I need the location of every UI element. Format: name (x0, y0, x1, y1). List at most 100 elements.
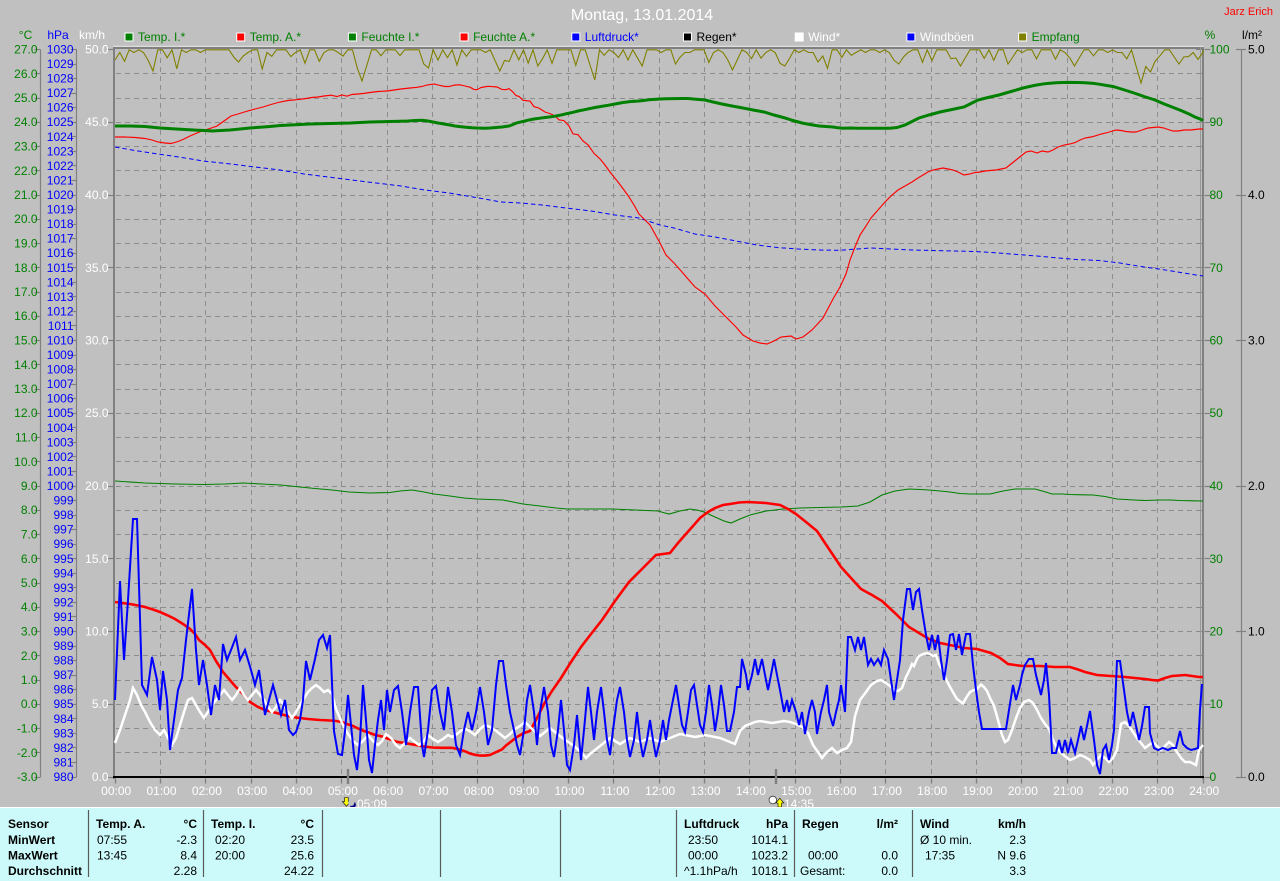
svg-text:Temp. I.: Temp. I. (211, 817, 255, 831)
svg-text:4.0: 4.0 (21, 600, 38, 614)
svg-text:00:00: 00:00 (688, 849, 718, 863)
svg-text:06:00: 06:00 (373, 784, 403, 798)
svg-text:1007: 1007 (47, 377, 74, 391)
svg-text:Empfang: Empfang (1032, 30, 1080, 44)
svg-text:988: 988 (53, 654, 73, 668)
svg-text:26.0: 26.0 (14, 67, 38, 81)
svg-text:981: 981 (53, 756, 73, 770)
svg-text:1017: 1017 (47, 232, 74, 246)
svg-text:0: 0 (1210, 770, 1217, 784)
svg-text:Luftdruck*: Luftdruck* (585, 30, 639, 44)
svg-text:1009: 1009 (47, 348, 74, 362)
svg-text:hPa: hPa (766, 817, 788, 831)
svg-text:21:00: 21:00 (1053, 784, 1083, 798)
svg-text:1016: 1016 (47, 246, 74, 260)
svg-text:08:00: 08:00 (464, 784, 494, 798)
svg-text:25.6: 25.6 (291, 849, 315, 863)
svg-text:980: 980 (53, 770, 73, 784)
svg-text:Temp. A.: Temp. A. (96, 817, 145, 831)
svg-text:18:00: 18:00 (917, 784, 947, 798)
svg-text:998: 998 (53, 508, 73, 522)
svg-text:13:45: 13:45 (97, 849, 127, 863)
svg-text:15:00: 15:00 (781, 784, 811, 798)
svg-text:1002: 1002 (47, 450, 74, 464)
svg-text:01:00: 01:00 (146, 784, 176, 798)
svg-text:13.0: 13.0 (14, 382, 38, 396)
svg-text:90: 90 (1210, 115, 1224, 129)
svg-text:1018: 1018 (47, 217, 74, 231)
svg-text:0.0: 0.0 (881, 864, 898, 878)
svg-text:1021: 1021 (47, 174, 74, 188)
svg-text:999: 999 (53, 494, 73, 508)
svg-text:%: % (1205, 28, 1216, 42)
svg-text:00:00: 00:00 (808, 849, 838, 863)
svg-text:25.0: 25.0 (85, 406, 109, 420)
svg-text:1005: 1005 (47, 406, 74, 420)
svg-text:Temp. A.*: Temp. A.* (250, 30, 302, 44)
svg-text:40: 40 (1210, 479, 1224, 493)
svg-text:997: 997 (53, 523, 73, 537)
svg-text:3.3: 3.3 (1009, 864, 1026, 878)
svg-text:02:00: 02:00 (192, 784, 222, 798)
svg-text:10:00: 10:00 (554, 784, 584, 798)
svg-text:10.0: 10.0 (14, 455, 38, 469)
svg-text:1.0: 1.0 (21, 673, 38, 687)
svg-text:Sensor: Sensor (8, 817, 49, 831)
svg-text:Regen*: Regen* (697, 30, 737, 44)
svg-text:Wind*: Wind* (808, 30, 840, 44)
svg-text:16.0: 16.0 (14, 309, 38, 323)
svg-text:5.0: 5.0 (21, 576, 38, 590)
svg-text:Jarz Erich: Jarz Erich (1224, 6, 1273, 18)
svg-text:1030: 1030 (47, 43, 74, 57)
svg-text:Regen: Regen (802, 817, 839, 831)
svg-text:°C: °C (301, 817, 315, 831)
svg-text:05:00: 05:00 (328, 784, 358, 798)
svg-text:22.0: 22.0 (14, 164, 38, 178)
svg-text:24.22: 24.22 (284, 864, 314, 878)
svg-text:7.0: 7.0 (21, 528, 38, 542)
svg-text:6.0: 6.0 (21, 552, 38, 566)
svg-text:995: 995 (53, 552, 73, 566)
svg-text:5.0: 5.0 (1248, 43, 1265, 57)
svg-text:30: 30 (1210, 552, 1224, 566)
svg-text:1019: 1019 (47, 203, 74, 217)
svg-text:hPa: hPa (47, 28, 69, 42)
svg-text:2.0: 2.0 (1248, 479, 1265, 493)
svg-text:°C: °C (184, 817, 198, 831)
svg-text:-1.0: -1.0 (17, 722, 38, 736)
svg-text:23.5: 23.5 (291, 833, 315, 847)
svg-text:12.0: 12.0 (14, 406, 38, 420)
svg-text:1026: 1026 (47, 101, 74, 115)
svg-text:Gesamt:: Gesamt: (800, 864, 845, 878)
svg-text:19.0: 19.0 (14, 237, 38, 251)
svg-text:986: 986 (53, 683, 73, 697)
svg-text:13:00: 13:00 (690, 784, 720, 798)
svg-text:°C: °C (19, 28, 33, 42)
svg-text:20: 20 (1210, 625, 1224, 639)
svg-text:Wind: Wind (920, 817, 949, 831)
svg-text:40.0: 40.0 (85, 188, 109, 202)
svg-text:1000: 1000 (47, 479, 74, 493)
svg-text:1024: 1024 (47, 130, 74, 144)
svg-text:03:00: 03:00 (237, 784, 267, 798)
svg-text:04:00: 04:00 (282, 784, 312, 798)
svg-text:983: 983 (53, 726, 73, 740)
svg-text:1014.1: 1014.1 (751, 833, 788, 847)
svg-text:987: 987 (53, 668, 73, 682)
svg-text:992: 992 (53, 595, 73, 609)
svg-text:Luftdruck: Luftdruck (684, 817, 740, 831)
svg-text:0.0: 0.0 (881, 849, 898, 863)
svg-text:Feuchte A.*: Feuchte A.* (473, 30, 535, 44)
svg-text:1006: 1006 (47, 392, 74, 406)
svg-text:80: 80 (1210, 188, 1224, 202)
svg-text:1025: 1025 (47, 115, 74, 129)
svg-text:14.0: 14.0 (14, 358, 38, 372)
svg-text:-2.3: -2.3 (176, 833, 197, 847)
svg-text:1029: 1029 (47, 57, 74, 71)
svg-text:Ø 10 min.: Ø 10 min. (920, 833, 972, 847)
svg-text:1.0: 1.0 (1248, 625, 1265, 639)
svg-text:-2.0: -2.0 (17, 746, 38, 760)
svg-text:1014: 1014 (47, 275, 74, 289)
svg-text:18.0: 18.0 (14, 261, 38, 275)
svg-text:km/h: km/h (79, 28, 105, 42)
